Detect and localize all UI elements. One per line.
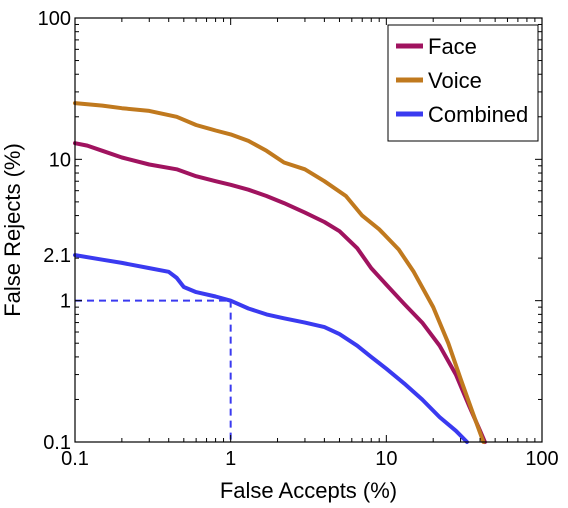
y-tick-label: 10 [49,149,71,171]
y-tick-label: 0.1 [43,432,71,454]
x-axis: 0.1 1 10 100 [61,18,559,470]
legend-label: Combined [428,102,528,127]
y-tick-label: 1 [60,291,71,313]
y-axis-title: False Rejects (%) [0,143,25,317]
x-tick-label: 0.1 [61,448,89,470]
legend-label: Face [428,34,477,59]
x-tick-label: 100 [525,448,558,470]
series-lines [73,101,487,444]
x-axis-title: False Accepts (%) [220,478,397,503]
series-line-combined [73,253,469,444]
series-line-voice [73,101,486,444]
legend-label: Voice [428,68,482,93]
plot-frame [74,17,543,443]
y-axis: 0.1 1 2.1 10 100 [38,8,542,454]
legend: Face Voice Combined [387,24,539,142]
y-tick-label: 2.1 [43,245,71,267]
series-line-face [73,141,487,444]
x-tick-label: 10 [375,448,397,470]
x-tick-label: 1 [225,448,236,470]
y-tick-label: 100 [38,8,71,30]
reference-lines [75,299,232,442]
